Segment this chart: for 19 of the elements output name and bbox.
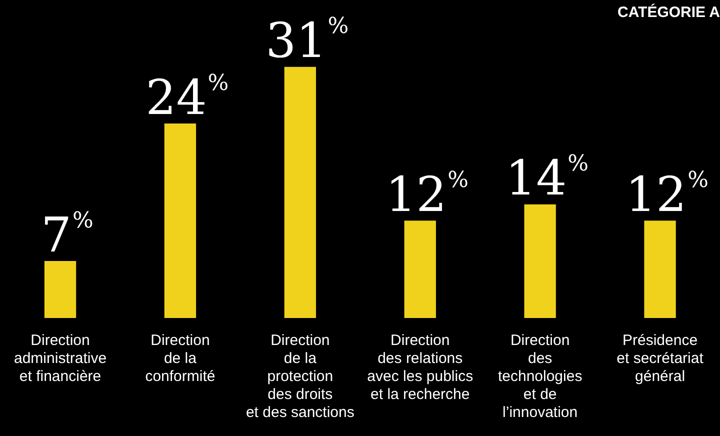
bar [524, 204, 556, 318]
data-label: 14% [506, 150, 589, 207]
data-label: 31% [266, 13, 349, 70]
x-tick-label: Direction de la protection des droits et des sanctions [246, 332, 354, 422]
data-label: 24% [146, 70, 229, 126]
x-tick-label: Présidence et secrétariat général [616, 332, 704, 386]
data-label: 7% [41, 207, 94, 264]
x-tick-label: Direction de la conformité [145, 332, 216, 386]
x-tick-label: Direction des technologies et de l’innovation [498, 332, 582, 422]
bar [644, 220, 676, 318]
bar [44, 261, 76, 318]
x-tick-label: Direction des relations avec les publics et la recherche [367, 332, 474, 404]
bar [164, 123, 196, 318]
data-label: 12% [625, 166, 708, 223]
bar [404, 220, 436, 318]
x-tick-label: Direction administrative et financière [14, 332, 107, 386]
bar [284, 66, 316, 318]
chart-title: CATÉGORIE A [617, 3, 720, 22]
data-label: 12% [386, 166, 469, 223]
